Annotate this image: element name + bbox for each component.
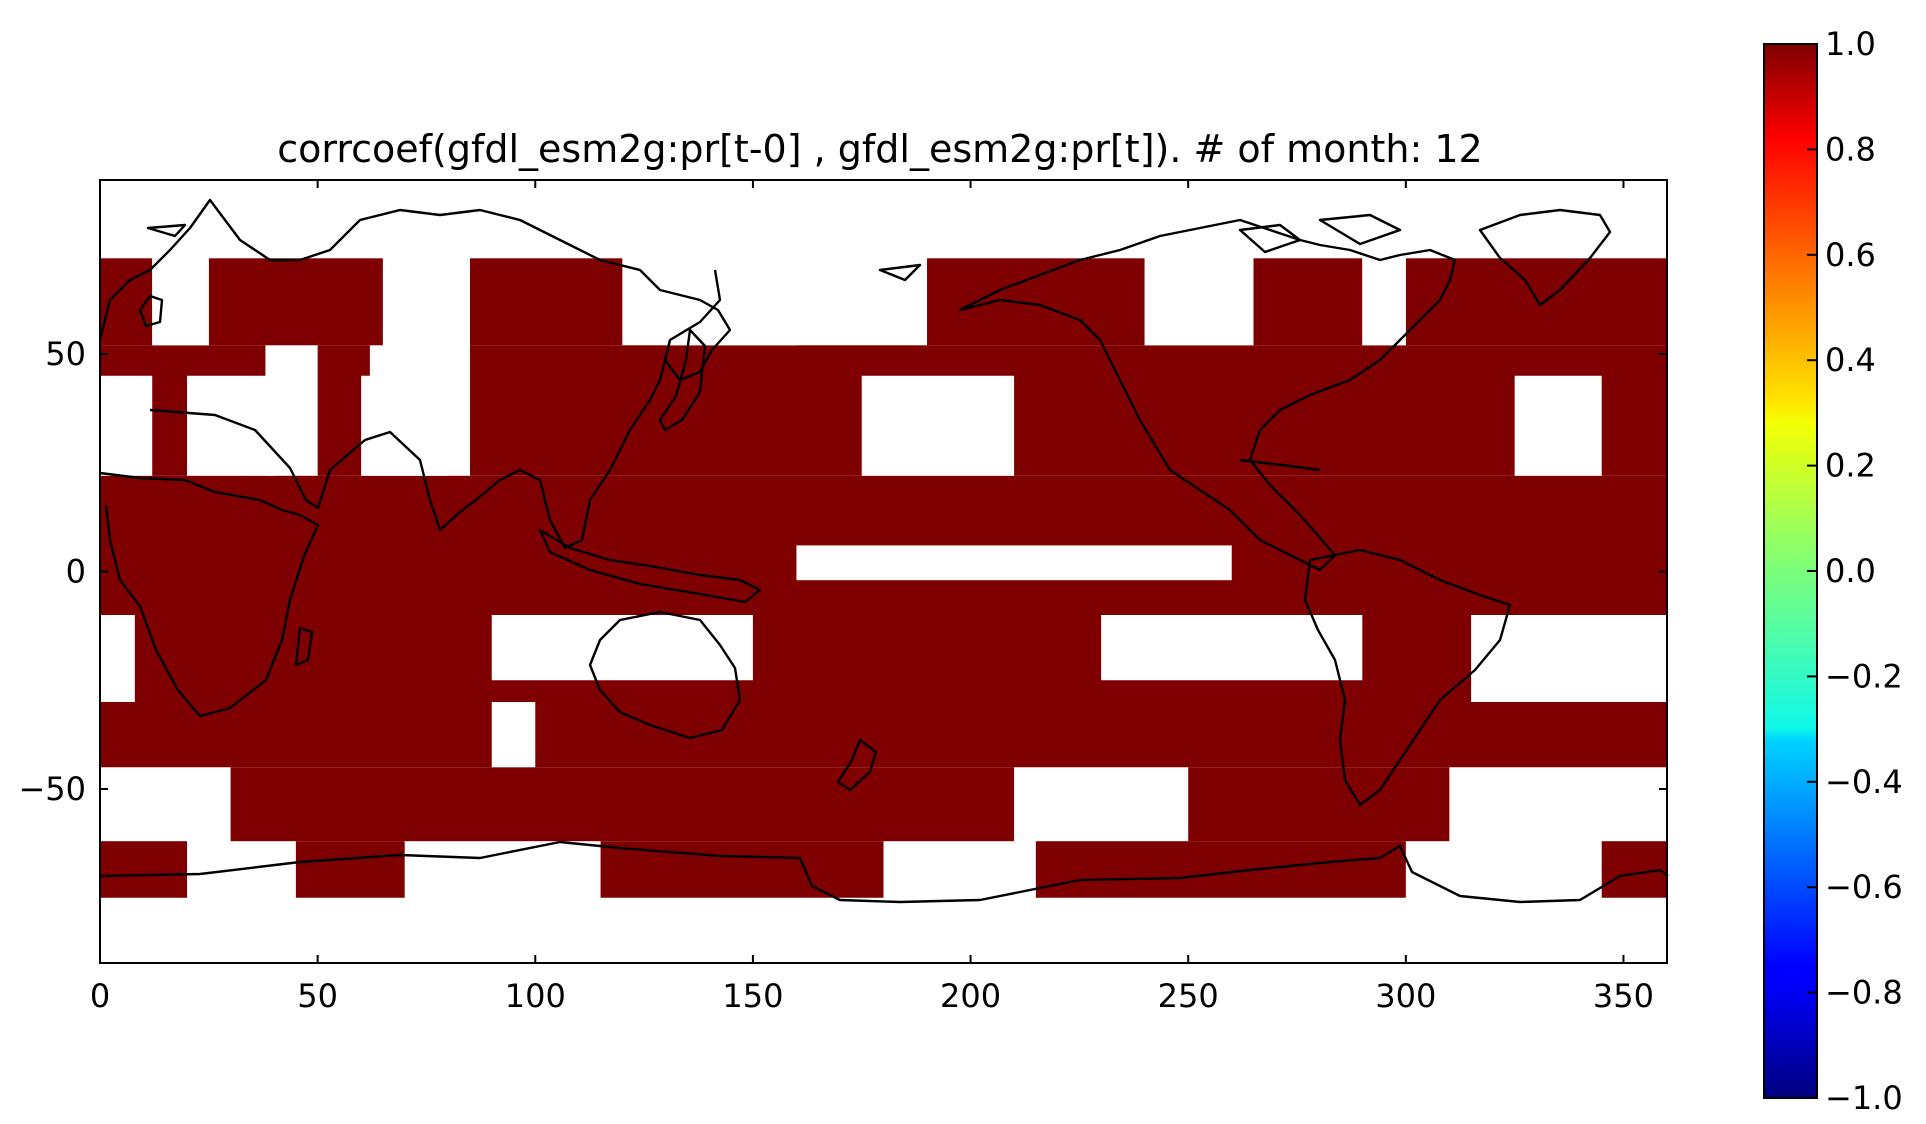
- coastline-new-zealand: [836, 738, 878, 792]
- heatmap-gap-0-1: [382, 258, 470, 346]
- heatmap-cell-5-1: [1188, 767, 1450, 842]
- x-tick-label: 50: [297, 977, 338, 1015]
- coastline-antarctica: [99, 840, 1669, 904]
- heatmap-gap-1-4: [1514, 375, 1602, 476]
- coastline-africa: [99, 471, 320, 718]
- plot-area: 0 50 100 150 200 250 300 350 50 0 −50: [18, 179, 1669, 1015]
- coastline-eurasia-north: [98, 198, 701, 341]
- heatmap-cell-0-4: [1253, 258, 1363, 346]
- coastline-greenland: [1478, 208, 1612, 307]
- coastline-kamchatka: [663, 298, 732, 382]
- coastline-eurasia-south: [149, 269, 722, 550]
- x-tick-label: 100: [505, 977, 566, 1015]
- heatmap-cell-6-3: [1035, 841, 1406, 898]
- heatmap-cell-0-3: [927, 258, 1145, 346]
- x-ticks: 0 50 100 150 200 250 300 350: [90, 180, 1654, 1015]
- heatmap-gap-1-1: [187, 375, 275, 476]
- heatmap-gap-6-0: [491, 702, 536, 768]
- colorbar-ticks: 1.0 0.8 0.6 0.4 0.2 0.0 −0.2 −0.4 −0.6 −0.8 −1.0: [1807, 25, 1903, 1117]
- chart-title: corrcoef(gfdl_esm2g:pr[t-0] , gfdl_esm2g…: [277, 127, 1482, 171]
- heatmap-cell-1-2: [469, 345, 1668, 476]
- x-tick-label: 300: [1375, 977, 1436, 1015]
- colorbar-tick-label: 0.8: [1825, 130, 1876, 168]
- y-tick-label: 50: [45, 335, 86, 373]
- heatmap-cells: [100, 258, 1668, 898]
- heatmap-cell-0-5: [1405, 258, 1667, 346]
- coastlines: [98, 198, 1669, 904]
- coastline-madagascar: [294, 626, 314, 667]
- heatmap-cell-0-2: [469, 258, 623, 346]
- coastline-japan: [658, 328, 707, 432]
- heatmap-holes: [100, 258, 1667, 768]
- heatmap-gap-0-2: [665, 258, 797, 346]
- coastline-north-america: [958, 218, 1457, 572]
- colorbar: 1.0 0.8 0.6 0.4 0.2 0.0 −0.2 −0.4 −0.6 −0.8 −1.0: [1763, 25, 1903, 1117]
- colorbar-tick-label: 0.4: [1825, 341, 1876, 379]
- colorbar-tick-label: −0.4: [1825, 763, 1903, 801]
- heatmap-gap-2-0: [796, 545, 1232, 581]
- coastline-britain: [138, 294, 164, 328]
- colorbar-tick-label: 1.0: [1825, 25, 1876, 63]
- x-tick-label: 350: [1593, 977, 1654, 1015]
- heatmap-gap-1-3: [861, 375, 1015, 476]
- heatmap-gap-4-0: [1101, 615, 1363, 681]
- colorbar-tick-label: 0.6: [1825, 236, 1876, 274]
- y-tick-label: 0: [66, 553, 86, 591]
- heatmap-cell-3-0: [134, 615, 1667, 702]
- x-tick-label: 150: [722, 977, 783, 1015]
- heatmap-cell-6-0: [100, 841, 188, 898]
- colorbar-tick-label: 0.0: [1825, 552, 1876, 590]
- y-ticks: 50 0 −50: [18, 335, 1667, 808]
- coastline-indonesia: [538, 528, 762, 604]
- colorbar-tick-label: −0.8: [1825, 974, 1903, 1012]
- heatmap-gap-5-0: [1471, 615, 1667, 702]
- coastline-australia: [588, 610, 742, 740]
- heatmap-cell-5-0: [230, 767, 1015, 842]
- heatmap-gap-1-2: [361, 375, 449, 476]
- coastline-arctic-islands: [146, 213, 1402, 282]
- x-tick-label: 0: [90, 977, 110, 1015]
- colorbar-tick-label: 0.2: [1825, 447, 1876, 485]
- heatmap-cell-6-1: [295, 841, 405, 898]
- heatmap-gap-1-0: [100, 375, 153, 476]
- heatmap-cell-4-0: [100, 702, 1667, 768]
- coastline-south-america: [1303, 548, 1512, 807]
- heatmap-gap-0-3: [1144, 258, 1254, 346]
- x-tick-label: 200: [940, 977, 1001, 1015]
- y-tick-label: −50: [18, 770, 86, 808]
- heatmap-gap-3-0: [491, 615, 753, 681]
- x-tick-label: 250: [1158, 977, 1219, 1015]
- colorbar-tick-label: −0.6: [1825, 868, 1903, 906]
- heatmap-cell-0-1: [208, 258, 383, 346]
- colorbar-tick-label: −0.2: [1825, 657, 1903, 695]
- heatmap-gap-0-4: [1362, 258, 1406, 346]
- colorbar-tick-label: −1.0: [1825, 1079, 1903, 1117]
- coastline-caribbean: [1239, 458, 1321, 472]
